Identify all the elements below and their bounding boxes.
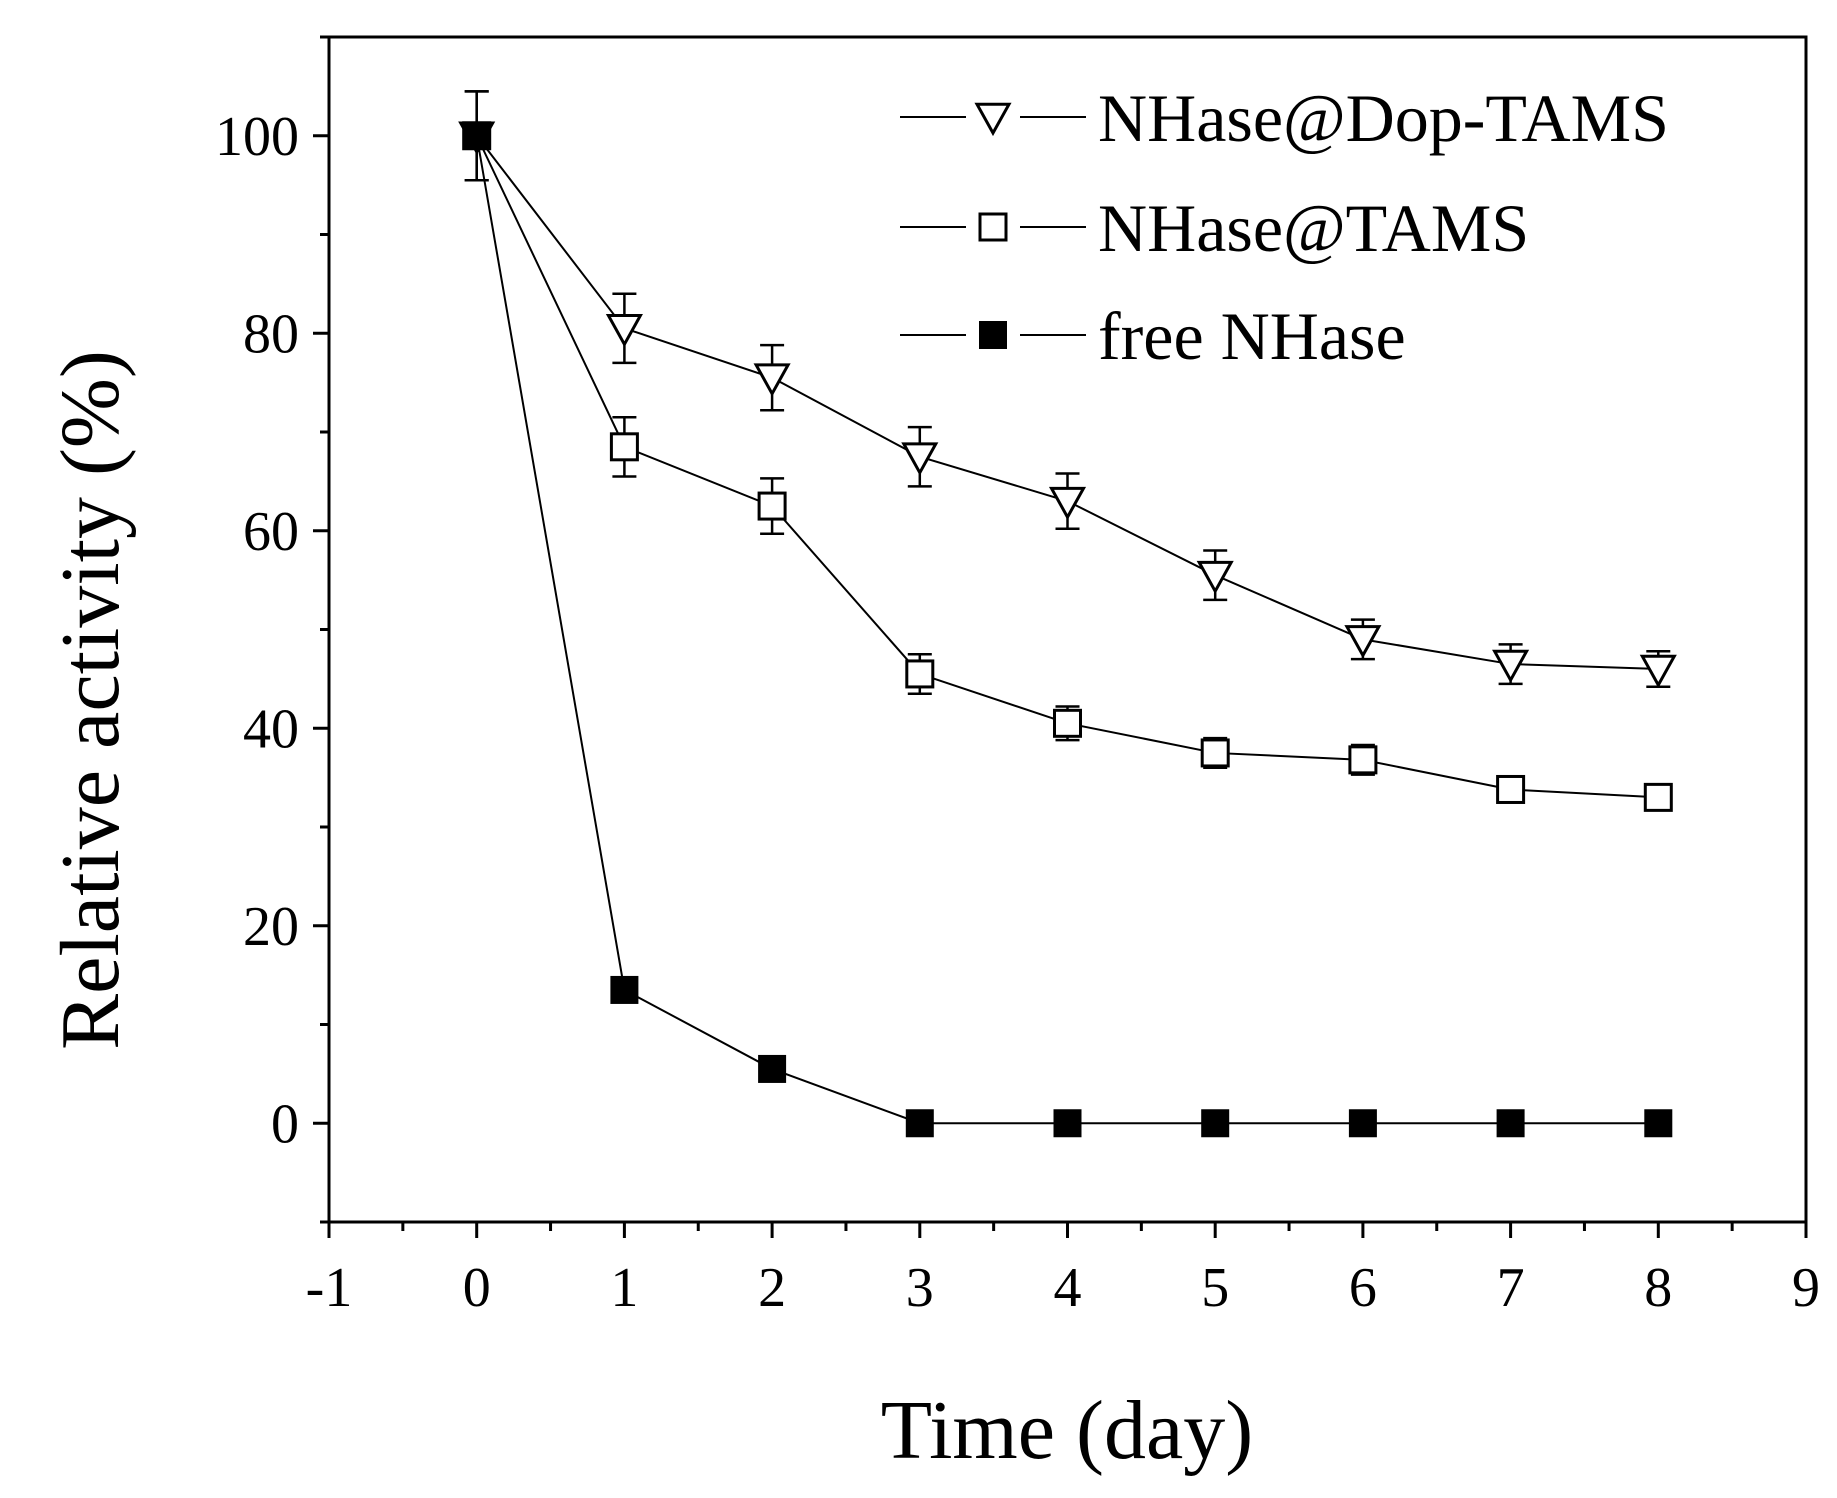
- legend-item-2: free NHase: [900, 298, 1406, 374]
- legend-marker: [978, 212, 1008, 242]
- plot-frame: [327, 35, 1808, 1224]
- data-point: [1201, 1109, 1230, 1138]
- data-point: [905, 659, 935, 689]
- data-point: [905, 1109, 934, 1138]
- x-tick-label: 5: [1201, 1257, 1229, 1319]
- data-point: [1492, 649, 1530, 684]
- data-point: [758, 1054, 787, 1083]
- data-point: [901, 442, 939, 476]
- x-tick-label: 2: [758, 1257, 786, 1319]
- y-tick-label: 100: [215, 106, 299, 168]
- x-tick-label: 6: [1349, 1257, 1377, 1319]
- series-2: [462, 121, 1673, 1138]
- data-point: [1053, 708, 1082, 738]
- y-tick-label: 0: [271, 1093, 299, 1155]
- x-tick-label: 1: [610, 1257, 638, 1319]
- y-axis-title: Relative activity (%): [44, 350, 137, 1050]
- x-tick-label: 8: [1644, 1257, 1672, 1319]
- legend-marker: [974, 102, 1012, 137]
- y-tick-label: 20: [243, 896, 299, 958]
- legend-label: NHase@Dop-TAMS: [1098, 80, 1669, 156]
- legend-label: free NHase: [1098, 298, 1406, 374]
- series-line: [475, 135, 1659, 1125]
- x-tick-label: 7: [1497, 1257, 1525, 1319]
- data-point: [609, 432, 639, 462]
- data-point: [1348, 745, 1378, 775]
- series-layer: [458, 90, 1677, 1138]
- legend-item-0: NHase@Dop-TAMS: [900, 80, 1669, 156]
- data-point: [1048, 486, 1087, 521]
- data-point: [1639, 654, 1677, 689]
- axis-ticks: -1 0 1 2 3 4 5 6 7 8 9 0 20 40 60 80 100: [215, 35, 1820, 1319]
- data-point: [753, 363, 791, 397]
- data-point: [610, 975, 639, 1004]
- x-axis-title: Time (day): [881, 1384, 1254, 1477]
- legend-marker: [979, 321, 1007, 349]
- data-point: [1053, 1109, 1082, 1138]
- data-point: [1643, 782, 1673, 812]
- legend-item-1: NHase@TAMS: [900, 190, 1529, 266]
- data-point: [1348, 1109, 1377, 1138]
- data-point: [1644, 1109, 1673, 1138]
- y-tick-label: 60: [243, 501, 299, 563]
- series-0: [458, 90, 1677, 689]
- x-tick-label: 3: [906, 1257, 934, 1319]
- data-point: [1496, 774, 1526, 804]
- y-tick-label: 80: [243, 303, 299, 365]
- x-tick-label: -1: [306, 1257, 353, 1319]
- x-tick-label: 9: [1792, 1257, 1820, 1319]
- legend-label: NHase@TAMS: [1098, 190, 1529, 266]
- data-point: [1344, 625, 1382, 659]
- series-1: [462, 90, 1673, 812]
- legend: NHase@Dop-TAMS NHase@TAMS free NHase: [900, 80, 1669, 374]
- data-point: [605, 314, 643, 348]
- data-point: [1496, 1109, 1525, 1138]
- x-tick-label: 4: [1054, 1257, 1082, 1319]
- x-tick-label: 0: [463, 1257, 491, 1319]
- data-point: [757, 491, 787, 521]
- data-point: [1196, 560, 1234, 595]
- y-tick-label: 40: [243, 698, 299, 760]
- data-point: [462, 121, 491, 150]
- data-point: [1200, 738, 1230, 768]
